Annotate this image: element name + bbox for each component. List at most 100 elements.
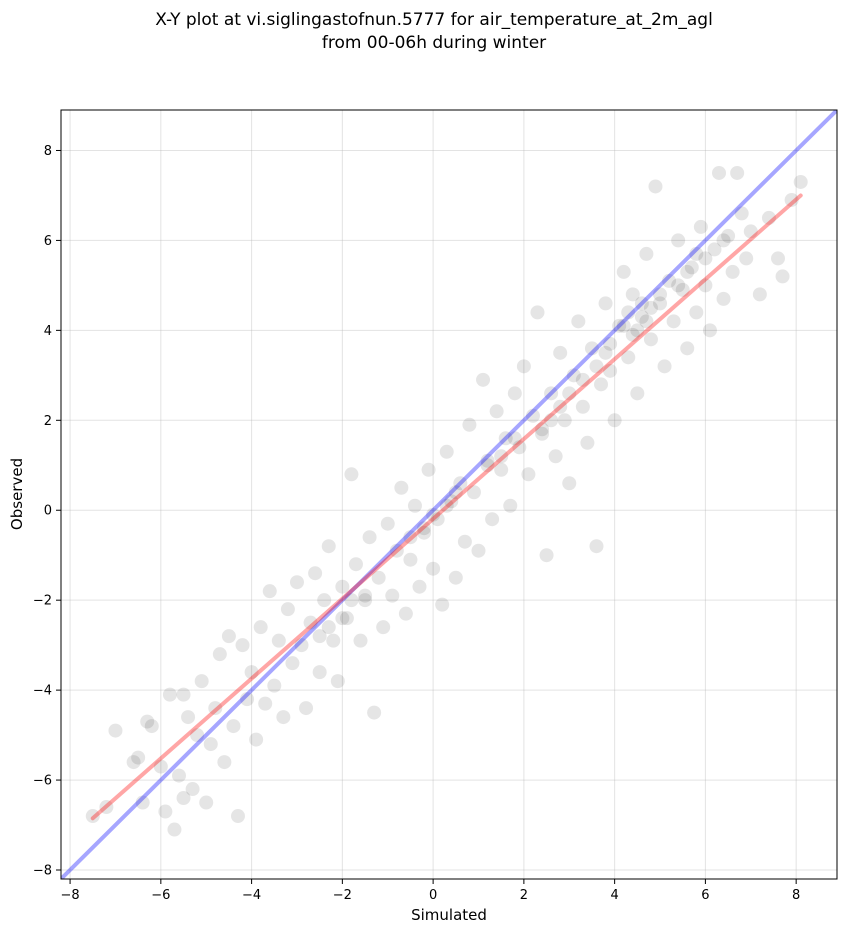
data-point-56 <box>367 705 382 720</box>
data-point-145 <box>793 174 808 189</box>
x-axis-label: Simulated <box>411 906 487 924</box>
data-point-11 <box>167 822 182 837</box>
data-point-83 <box>489 404 504 419</box>
grid-lines <box>61 110 837 879</box>
x-tick-label-0: −8 <box>60 888 79 903</box>
x-tick-label-4: 0 <box>429 888 437 903</box>
data-point-170 <box>494 449 509 464</box>
data-point-167 <box>439 498 454 513</box>
x-tick-label-5: 2 <box>520 888 528 903</box>
data-point-149 <box>639 314 654 329</box>
data-point-110 <box>612 318 627 333</box>
data-point-37 <box>280 602 295 617</box>
data-point-75 <box>453 476 468 491</box>
data-point-131 <box>707 242 722 257</box>
y-tick-label-1: −6 <box>33 774 52 789</box>
data-point-154 <box>653 287 668 302</box>
data-point-10 <box>162 687 177 702</box>
data-point-36 <box>276 710 291 725</box>
data-point-98 <box>557 413 572 428</box>
data-point-7 <box>144 719 159 734</box>
data-point-34 <box>267 678 282 693</box>
data-point-21 <box>208 701 223 716</box>
data-point-81 <box>480 453 495 468</box>
data-point-118 <box>648 179 663 194</box>
data-point-28 <box>240 692 255 707</box>
data-point-9 <box>158 804 173 819</box>
data-point-64 <box>403 552 418 567</box>
chart-title: X-Y plot at vi.siglingastofnun.5777 for … <box>155 10 713 30</box>
data-point-5 <box>135 795 150 810</box>
chart-subtitle: from 00-06h during winter <box>322 33 546 53</box>
data-point-59 <box>380 516 395 531</box>
data-point-140 <box>752 287 767 302</box>
data-point-172 <box>480 458 495 473</box>
data-point-45 <box>317 593 332 608</box>
data-point-97 <box>553 345 568 360</box>
data-point-106 <box>594 377 609 392</box>
y-tick-label-2: −4 <box>33 684 52 699</box>
data-point-19 <box>199 795 214 810</box>
data-point-58 <box>376 620 391 635</box>
data-point-150 <box>625 327 640 342</box>
data-point-76 <box>457 534 472 549</box>
data-point-96 <box>548 449 563 464</box>
data-point-143 <box>775 269 790 284</box>
data-point-177 <box>698 251 713 266</box>
y-tick-label-6: 4 <box>44 324 52 339</box>
data-point-26 <box>230 809 245 824</box>
data-point-163 <box>358 588 373 603</box>
data-point-122 <box>666 314 681 329</box>
data-point-125 <box>680 341 695 356</box>
data-point-50 <box>339 611 354 626</box>
data-point-87 <box>507 386 522 401</box>
data-point-54 <box>358 593 373 608</box>
plot-frame <box>60 109 838 880</box>
data-point-132 <box>712 165 727 180</box>
data-points <box>85 165 808 837</box>
data-point-146 <box>621 305 636 320</box>
data-point-153 <box>603 336 618 351</box>
data-point-169 <box>448 485 463 500</box>
data-point-121 <box>662 273 677 288</box>
data-point-124 <box>675 282 690 297</box>
x-tick-label-6: 4 <box>610 888 618 903</box>
data-point-8 <box>153 759 168 774</box>
data-point-105 <box>589 539 604 554</box>
data-point-175 <box>671 278 686 293</box>
data-point-42 <box>303 615 318 630</box>
x-axis-ticks: −8 −6 −4 −2 0 2 4 6 8 <box>60 879 800 903</box>
data-point-156 <box>553 399 568 414</box>
y-tick-label-4: 0 <box>44 504 52 519</box>
data-point-158 <box>535 422 550 437</box>
data-point-160 <box>335 611 350 626</box>
data-point-52 <box>348 557 363 572</box>
data-point-66 <box>412 579 427 594</box>
data-point-69 <box>426 561 441 576</box>
data-point-65 <box>407 498 422 513</box>
data-point-73 <box>444 494 459 509</box>
data-point-78 <box>466 485 481 500</box>
data-point-84 <box>494 462 509 477</box>
data-point-136 <box>730 165 745 180</box>
data-point-20 <box>203 737 218 752</box>
y-tick-label-3: −2 <box>33 594 52 609</box>
data-point-123 <box>671 233 686 248</box>
data-point-24 <box>221 629 236 644</box>
x-tick-label-8: 8 <box>792 888 800 903</box>
data-point-79 <box>471 543 486 558</box>
data-point-103 <box>580 435 595 450</box>
data-point-134 <box>721 228 736 243</box>
data-point-168 <box>403 530 418 545</box>
x-tick-label-3: −2 <box>333 888 352 903</box>
data-point-44 <box>312 665 327 680</box>
one-to-one-line <box>61 110 837 879</box>
data-point-39 <box>289 575 304 590</box>
data-point-164 <box>312 629 327 644</box>
data-point-101 <box>571 314 586 329</box>
data-point-57 <box>371 570 386 585</box>
data-point-49 <box>335 579 350 594</box>
data-point-91 <box>525 408 540 423</box>
data-point-147 <box>630 323 645 338</box>
